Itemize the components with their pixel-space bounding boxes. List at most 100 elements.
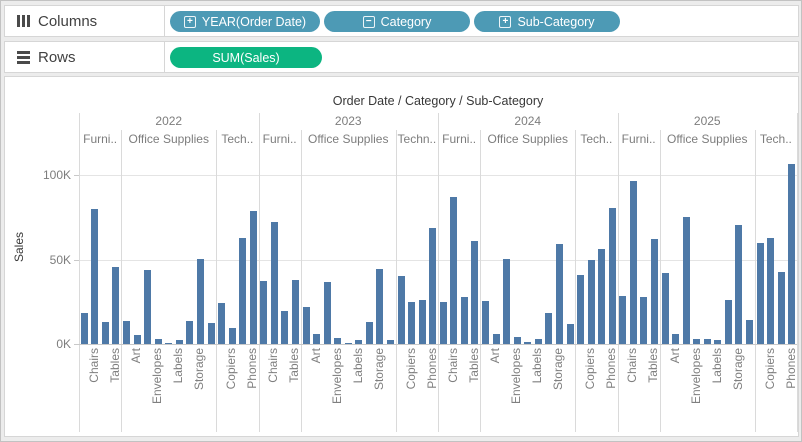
bar-2022-Copiers[interactable] <box>228 327 236 344</box>
x-tick-label-Envelopes[interactable]: Envelopes <box>150 348 165 405</box>
bar-2024-Phones[interactable] <box>608 208 616 344</box>
bar-2023-Envelopes[interactable] <box>334 337 342 344</box>
bar-2023-Storage[interactable] <box>376 268 384 344</box>
pill-year-order-date[interactable]: + YEAR(Order Date) <box>170 11 320 32</box>
bar-2022-Labels[interactable] <box>175 339 183 344</box>
category-header[interactable]: Tech.. <box>221 132 254 146</box>
bar-2025-Binders[interactable] <box>682 217 690 344</box>
bar-2022-Supplies[interactable] <box>207 322 215 344</box>
x-tick-label-Art[interactable]: Art <box>308 348 323 364</box>
x-tick-label-Storage[interactable]: Storage <box>551 348 566 391</box>
bar-2024-Tables[interactable] <box>471 240 479 344</box>
x-tick-label-Art[interactable]: Art <box>488 348 503 364</box>
category-header[interactable]: Furni.. <box>262 132 297 146</box>
bar-2023-Copiers[interactable] <box>408 302 416 344</box>
bar-2025-Fasteners[interactable] <box>703 338 711 344</box>
bar-2025-Labels[interactable] <box>714 339 722 344</box>
x-tick-label-Envelopes[interactable]: Envelopes <box>509 348 524 405</box>
pill-category[interactable]: − Category <box>324 11 470 32</box>
bar-2025-Machines[interactable] <box>777 272 785 344</box>
plus-box-icon[interactable]: + <box>183 15 196 28</box>
bar-2023-Machines[interactable] <box>418 299 426 344</box>
x-tick-label-Tables[interactable]: Tables <box>107 348 122 383</box>
x-tick-label-Labels[interactable]: Labels <box>171 348 186 384</box>
bar-2024-Machines[interactable] <box>598 249 606 344</box>
bar-2022-Appliances[interactable] <box>123 320 131 344</box>
bar-2022-Chairs[interactable] <box>91 208 99 344</box>
pill-sub-category[interactable]: + Sub-Category <box>474 11 620 32</box>
x-tick-label-Labels[interactable]: Labels <box>350 348 365 384</box>
bar-2025-Copiers[interactable] <box>767 237 775 344</box>
year-header-2023[interactable]: 2023 <box>334 114 362 128</box>
x-tick-label-Phones[interactable]: Phones <box>424 348 439 389</box>
bar-2024-Storage[interactable] <box>555 244 563 344</box>
bar-2024-Accessories[interactable] <box>577 274 585 344</box>
year-header-2025[interactable]: 2025 <box>693 114 721 128</box>
x-tick-label-Chairs[interactable]: Chairs <box>625 348 640 383</box>
bar-2022-Tables[interactable] <box>112 267 120 344</box>
bar-2025-Paper[interactable] <box>724 299 732 344</box>
bar-2025-Storage[interactable] <box>735 224 743 344</box>
x-tick-label-Copiers[interactable]: Copiers <box>583 348 598 390</box>
bar-2022-Envelopes[interactable] <box>154 338 162 344</box>
bar-2022-Bookcases[interactable] <box>80 312 88 344</box>
x-tick-label-Envelopes[interactable]: Envelopes <box>329 348 344 405</box>
bar-2024-Labels[interactable] <box>534 339 542 344</box>
bar-2023-Furnishings[interactable] <box>281 310 289 344</box>
bar-2023-Fasteners[interactable] <box>344 342 352 344</box>
bar-2024-Supplies[interactable] <box>566 324 574 344</box>
bar-2025-Supplies[interactable] <box>746 320 753 344</box>
bar-2025-Art[interactable] <box>672 333 680 344</box>
bar-2022-Machines[interactable] <box>239 238 247 344</box>
bar-2023-Labels[interactable] <box>355 339 363 344</box>
bar-2023-Chairs[interactable] <box>270 221 278 344</box>
category-header[interactable]: Furni.. <box>621 132 656 146</box>
category-header[interactable]: Tech.. <box>759 132 792 146</box>
x-tick-label-Labels[interactable]: Labels <box>530 348 545 384</box>
category-header[interactable]: Office Supplies <box>487 132 568 146</box>
bar-2024-Chairs[interactable] <box>450 197 458 344</box>
x-tick-label-Tables[interactable]: Tables <box>466 348 481 383</box>
x-tick-label-Chairs[interactable]: Chairs <box>445 348 460 383</box>
bar-2025-Bookcases[interactable] <box>619 295 627 344</box>
bar-2025-Envelopes[interactable] <box>693 339 701 344</box>
bar-2025-Accessories[interactable] <box>756 242 764 344</box>
bar-2024-Appliances[interactable] <box>482 300 490 344</box>
category-header[interactable]: Office Supplies <box>307 132 389 146</box>
minus-box-icon[interactable]: − <box>362 15 375 28</box>
bar-2022-Furnishings[interactable] <box>101 321 109 344</box>
category-header[interactable]: Techn.. <box>397 132 437 146</box>
bar-2025-Appliances[interactable] <box>661 272 669 344</box>
bar-2022-Storage[interactable] <box>196 258 204 344</box>
x-tick-label-Copiers[interactable]: Copiers <box>224 348 239 390</box>
category-header[interactable]: Tech.. <box>580 132 613 146</box>
x-tick-label-Storage[interactable]: Storage <box>730 348 745 391</box>
bar-2023-Tables[interactable] <box>291 279 299 344</box>
bar-2024-Bookcases[interactable] <box>439 302 447 344</box>
x-tick-label-Copiers[interactable]: Copiers <box>403 348 418 390</box>
bar-2023-Accessories[interactable] <box>397 276 405 344</box>
pill-sum-sales[interactable]: SUM(Sales) <box>170 47 322 68</box>
bar-2022-Phones[interactable] <box>249 210 257 344</box>
bar-2022-Binders[interactable] <box>144 269 152 344</box>
bar-2023-Bookcases[interactable] <box>260 280 268 344</box>
bar-2022-Accessories[interactable] <box>218 303 226 344</box>
x-tick-label-Chairs[interactable]: Chairs <box>266 348 281 383</box>
bar-2025-Chairs[interactable] <box>629 181 637 344</box>
x-tick-label-Envelopes[interactable]: Envelopes <box>688 348 703 405</box>
x-tick-label-Phones[interactable]: Phones <box>604 348 619 389</box>
x-tick-label-Phones[interactable]: Phones <box>245 348 260 389</box>
x-tick-label-Storage[interactable]: Storage <box>192 348 207 391</box>
x-tick-label-Storage[interactable]: Storage <box>371 348 386 391</box>
x-tick-label-Tables[interactable]: Tables <box>287 348 302 383</box>
bar-2025-Tables[interactable] <box>650 239 658 344</box>
bar-2022-Art[interactable] <box>133 335 141 344</box>
bar-2024-Art[interactable] <box>492 333 500 344</box>
bar-2024-Envelopes[interactable] <box>513 336 521 344</box>
columns-shelf[interactable]: Columns + YEAR(Order Date) − Category + … <box>4 5 799 37</box>
category-header[interactable]: Furni.. <box>442 132 477 146</box>
bar-2023-Phones[interactable] <box>429 227 437 344</box>
bar-2023-Supplies[interactable] <box>387 340 394 344</box>
rows-shelf[interactable]: Rows SUM(Sales) <box>4 41 799 73</box>
bar-2024-Binders[interactable] <box>503 258 511 344</box>
